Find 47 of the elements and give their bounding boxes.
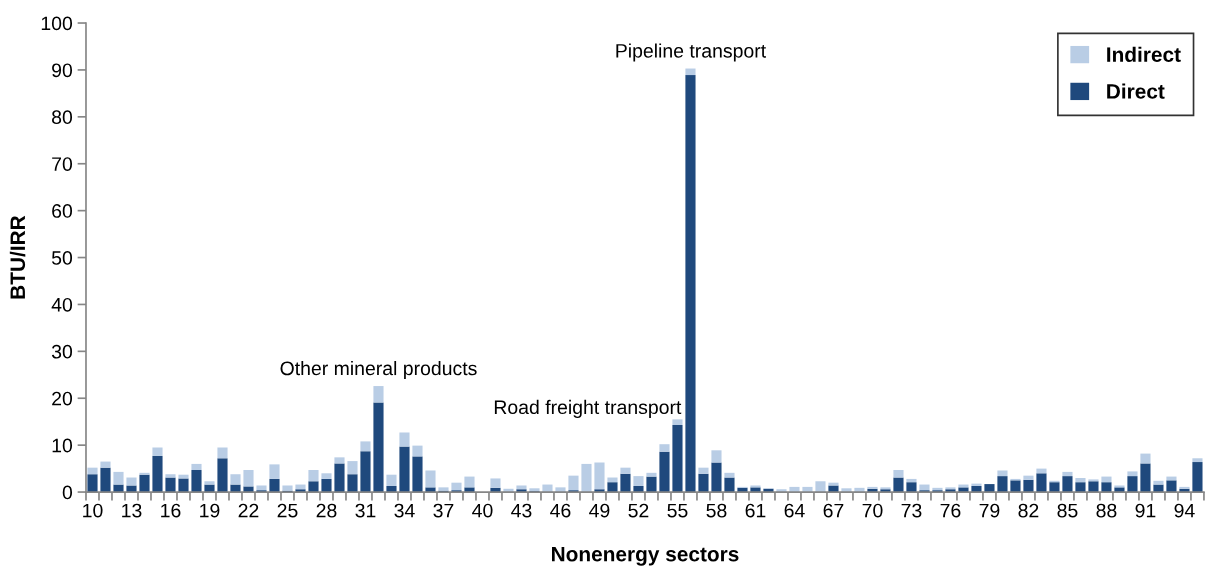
y-axis-title: BTU/IRR	[9, 215, 26, 299]
x-tick-label: 34	[394, 503, 415, 518]
x-tick-label: 58	[706, 503, 727, 518]
y-tick-label: 30	[51, 344, 73, 359]
x-tick-label: 73	[901, 503, 922, 518]
annotation: Pipeline transport	[616, 43, 766, 62]
x-tick-label: 16	[161, 503, 181, 518]
x-tick-label: 76	[940, 503, 961, 518]
annotation: Road freight transport	[494, 399, 682, 418]
x-tick-label: 37	[433, 503, 454, 518]
y-tick-label: 100	[41, 16, 73, 31]
x-tick-label: 13	[122, 503, 142, 518]
x-tick-label: 22	[238, 503, 259, 518]
legend-label: Direct	[1107, 83, 1165, 99]
y-tick-label: 20	[52, 391, 73, 406]
y-tick-label: 80	[52, 110, 73, 125]
x-tick-label: 79	[979, 503, 1000, 518]
x-tick-label: 49	[589, 503, 610, 518]
x-tick-label: 70	[862, 503, 883, 518]
legend-label: Indirect	[1107, 46, 1181, 62]
x-tick-label: 28	[316, 503, 337, 518]
x-tick-label: 88	[1096, 503, 1117, 518]
x-tick-label: 67	[823, 503, 844, 518]
y-tick-label: 90	[52, 63, 73, 78]
x-tick-label: 46	[550, 503, 571, 518]
x-tick-label: 10	[83, 503, 103, 518]
y-tick-label: 70	[52, 157, 73, 171]
x-tick-label: 43	[511, 503, 532, 518]
annotation: Other mineral products	[280, 360, 477, 380]
y-tick-label: 10	[52, 438, 73, 453]
x-tick-label: 25	[277, 503, 298, 518]
x-tick-label: 94	[1174, 503, 1195, 518]
y-tick-label: 50	[51, 251, 73, 265]
x-tick-label: 19	[200, 503, 220, 518]
x-tick-label: 52	[628, 503, 649, 518]
x-tick-label: 91	[1135, 503, 1156, 518]
x-tick-label: 55	[667, 503, 688, 518]
y-tick-label: 60	[52, 204, 73, 218]
x-tick-label: 40	[472, 503, 493, 518]
x-tick-label: 61	[745, 503, 766, 518]
x-tick-label: 64	[784, 503, 805, 518]
y-tick-label: 40	[51, 297, 73, 312]
x-axis-title: Nonenergy sectors	[552, 546, 739, 566]
x-tick-label: 82	[1018, 503, 1039, 518]
x-tick-label: 85	[1057, 503, 1078, 518]
x-tick-label: 31	[355, 503, 376, 518]
y-tick-label: 0	[62, 485, 73, 500]
